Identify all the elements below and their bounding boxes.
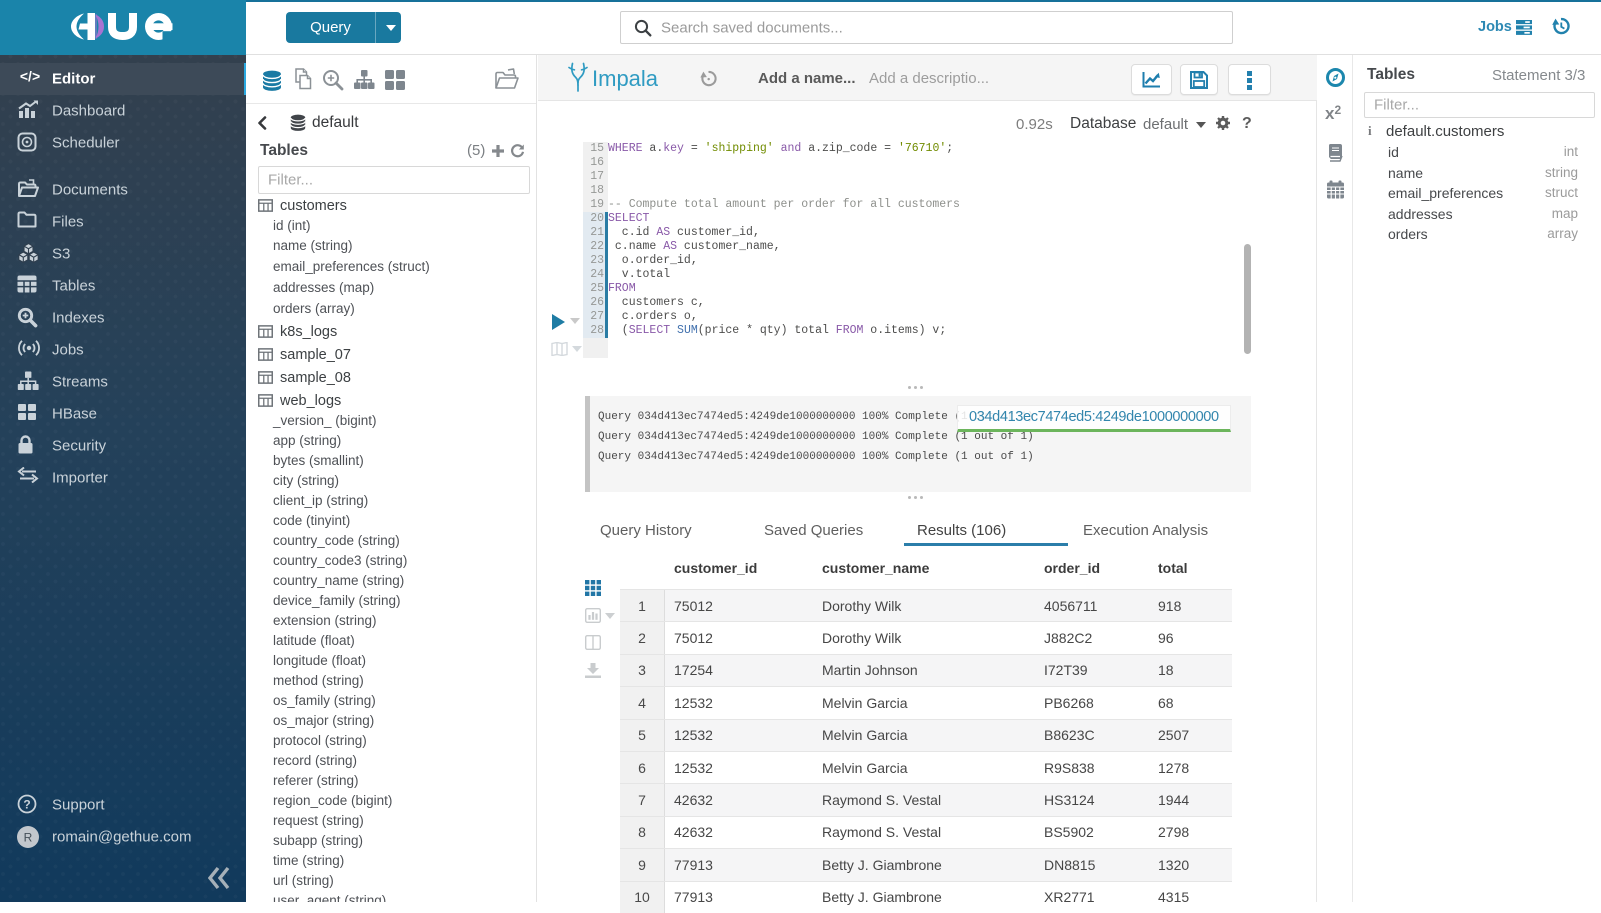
svg-text:?: ? [23,798,30,812]
svg-text:R: R [24,831,33,845]
